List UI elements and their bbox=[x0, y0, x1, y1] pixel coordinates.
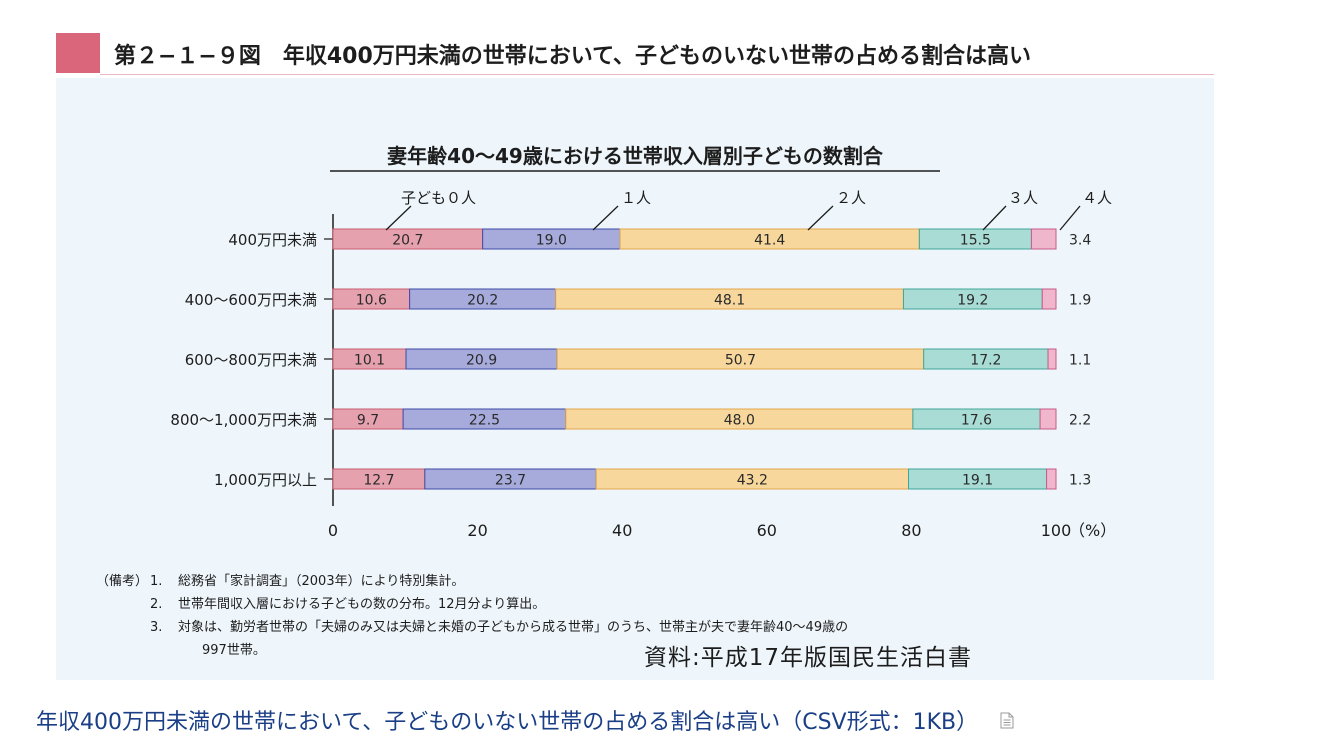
bar-segment bbox=[1047, 348, 1057, 370]
legend-label: 子ども０人 bbox=[401, 189, 476, 207]
legend-leader-line bbox=[385, 205, 412, 231]
note-text-continued: 997世帯。 bbox=[202, 643, 266, 658]
figure-title-bar: 第２−１−９図 年収400万円未満の世帯において、子どものいない世帯の占める割合… bbox=[56, 30, 1214, 76]
legend-label: ３人 bbox=[1008, 189, 1038, 207]
bar-segment bbox=[1046, 468, 1057, 490]
bar-segment bbox=[1039, 408, 1057, 430]
figure-container: 第２−１−９図 年収400万円未満の世帯において、子どものいない世帯の占める割合… bbox=[56, 30, 1214, 680]
bar-value-label: 41.4 bbox=[754, 233, 785, 249]
bar-value-label: 20.9 bbox=[466, 353, 497, 369]
document-file-icon[interactable] bbox=[1000, 712, 1014, 729]
category-label: 400～600万円未満 bbox=[185, 291, 317, 309]
x-tick-label: 60 bbox=[757, 521, 777, 540]
bar-value-label: 20.7 bbox=[392, 233, 423, 249]
chart-panel: 妻年齢40～49歳における世帯収入層別子どもの数割合 400万円未満 20.7 19.… bbox=[56, 78, 1214, 680]
legend-label: ４人 bbox=[1082, 189, 1112, 207]
bar-value-label: 43.2 bbox=[737, 473, 768, 489]
bar-value-label: 15.5 bbox=[960, 233, 991, 249]
note-number: 2. bbox=[150, 597, 163, 612]
notes-block: （備考） 1. 総務省「家計調査」（2003年）により特別集計。 2. 世帯年間… bbox=[96, 570, 848, 662]
x-tick-label: 0 bbox=[328, 521, 338, 540]
note-text: 総務省「家計調査」（2003年）により特別集計。 bbox=[178, 574, 465, 589]
bar-value-label: 20.2 bbox=[467, 293, 498, 309]
bar-value-label: 3.4 bbox=[1069, 233, 1091, 249]
bar-value-label: 2.2 bbox=[1069, 413, 1091, 429]
title-accent-block bbox=[56, 33, 100, 73]
category-label: 400万円未満 bbox=[228, 231, 317, 249]
bar-value-label: 1.3 bbox=[1069, 473, 1091, 489]
bar-value-label: 10.6 bbox=[356, 293, 387, 309]
note-text: 対象は、勤労者世帯の「夫婦のみ又は夫婦と未婚の子どもから成る世帯」のうち、世帯主… bbox=[178, 620, 849, 635]
bar-value-label: 19.0 bbox=[536, 233, 567, 249]
note-text: 世帯年間収入層における子どもの数の分布。12月分より算出。 bbox=[178, 597, 546, 612]
category-label: 1,000万円以上 bbox=[214, 471, 317, 489]
legend-leader-line bbox=[982, 205, 1007, 231]
x-tick-label: 20 bbox=[467, 521, 487, 540]
note-number: 3. bbox=[150, 620, 163, 635]
legend-leader-line bbox=[1059, 205, 1081, 231]
bar-segment bbox=[1041, 288, 1057, 310]
legend-leader-line bbox=[592, 205, 619, 231]
figure-title: 第２−１−９図 年収400万円未満の世帯において、子どものいない世帯の占める割合… bbox=[114, 44, 1032, 69]
bar-value-label: 23.7 bbox=[495, 473, 526, 489]
stacked-bar-chart: 妻年齢40～49歳における世帯収入層別子どもの数割合 400万円未満 20.7 19.… bbox=[170, 144, 1116, 540]
bar-value-label: 17.6 bbox=[961, 413, 992, 429]
bar-value-label: 12.7 bbox=[363, 473, 394, 489]
chart-title: 妻年齢40～49歳における世帯収入層別子どもの数割合 bbox=[387, 144, 884, 168]
source-credit: 資料:平成17年版国民生活白書 bbox=[644, 645, 973, 671]
note-number: 1. bbox=[150, 574, 163, 589]
x-tick-label: 80 bbox=[901, 521, 921, 540]
category-label: 600～800万円未満 bbox=[185, 351, 317, 369]
bar-value-label: 48.0 bbox=[724, 413, 755, 429]
bar-value-label: 1.1 bbox=[1069, 353, 1091, 369]
bar-value-label: 19.2 bbox=[957, 293, 988, 309]
legend-leader-line bbox=[807, 205, 834, 231]
notes-heading: （備考） bbox=[96, 574, 149, 589]
x-tick-label: 40 bbox=[612, 521, 632, 540]
x-axis-unit: （%） bbox=[1069, 521, 1116, 540]
bar-value-label: 48.1 bbox=[714, 293, 745, 309]
title-divider bbox=[100, 74, 1214, 75]
bar-segment bbox=[1030, 228, 1057, 250]
bar-value-label: 9.7 bbox=[357, 413, 379, 429]
csv-download-caption: 年収400万円未満の世帯において、子どものいない世帯の占める割合は高い（CSV形… bbox=[36, 704, 1014, 736]
bar-value-label: 22.5 bbox=[469, 413, 500, 429]
category-label: 800～1,000万円未満 bbox=[170, 411, 317, 429]
csv-download-link[interactable]: 年収400万円未満の世帯において、子どものいない世帯の占める割合は高い（CSV形… bbox=[36, 710, 979, 735]
bar-value-label: 19.1 bbox=[962, 473, 993, 489]
bar-value-label: 10.1 bbox=[354, 353, 385, 369]
legend-label: ２人 bbox=[836, 189, 866, 207]
x-tick-label: 100 bbox=[1041, 521, 1072, 540]
bar-value-label: 50.7 bbox=[725, 353, 756, 369]
bar-value-label: 1.9 bbox=[1069, 293, 1091, 309]
legend-label: １人 bbox=[621, 189, 651, 207]
bar-value-label: 17.2 bbox=[970, 353, 1001, 369]
